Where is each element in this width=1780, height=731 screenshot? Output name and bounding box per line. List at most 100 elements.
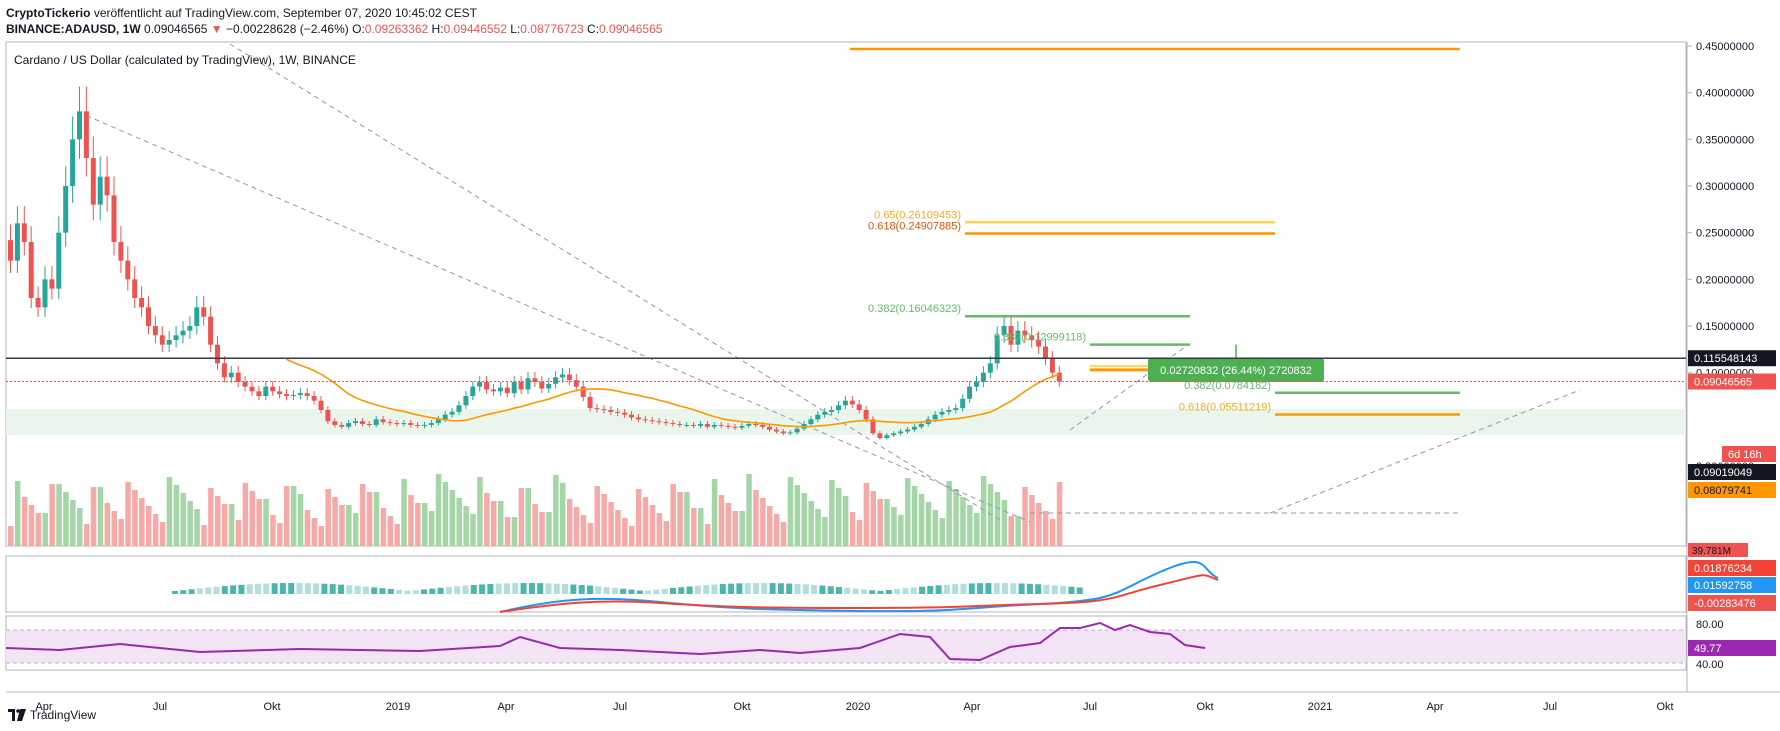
candle[interactable] — [808, 419, 814, 424]
candle[interactable] — [242, 382, 248, 387]
candle[interactable] — [97, 176, 103, 205]
candle[interactable] — [90, 158, 96, 205]
candle[interactable] — [546, 383, 552, 389]
candle[interactable] — [463, 396, 469, 406]
candle[interactable] — [918, 424, 924, 427]
candle[interactable] — [780, 431, 786, 434]
candle[interactable] — [836, 405, 841, 410]
candle[interactable] — [435, 419, 441, 424]
candle[interactable] — [194, 307, 200, 326]
candle[interactable] — [380, 419, 386, 423]
candle[interactable] — [346, 423, 352, 427]
candle[interactable] — [842, 400, 848, 406]
candle[interactable] — [332, 421, 338, 425]
candle[interactable] — [394, 423, 400, 425]
candle[interactable] — [297, 393, 303, 396]
candle[interactable] — [849, 400, 855, 405]
candle[interactable] — [670, 423, 676, 425]
candle[interactable] — [1036, 340, 1042, 347]
candle[interactable] — [1001, 326, 1007, 336]
price-pane[interactable] — [5, 41, 1687, 547]
candle[interactable] — [884, 435, 890, 438]
candle[interactable] — [649, 420, 655, 422]
candle[interactable] — [235, 372, 241, 382]
candle[interactable] — [877, 433, 883, 438]
candle[interactable] — [518, 382, 524, 390]
candle[interactable] — [477, 382, 483, 387]
candle[interactable] — [1015, 330, 1021, 345]
tradingview-logo[interactable]: TradingView — [8, 708, 96, 722]
candle[interactable] — [14, 223, 20, 261]
candle[interactable] — [711, 424, 717, 427]
candle[interactable] — [415, 424, 421, 426]
candle[interactable] — [566, 374, 572, 381]
candle[interactable] — [794, 428, 800, 433]
candle[interactable] — [373, 419, 379, 425]
candle[interactable] — [746, 424, 752, 426]
candle[interactable] — [587, 396, 593, 409]
candle[interactable] — [111, 195, 117, 242]
candle[interactable] — [663, 422, 669, 424]
candle[interactable] — [132, 279, 138, 298]
candle[interactable] — [856, 404, 862, 410]
candle[interactable] — [146, 307, 151, 326]
candle[interactable] — [787, 432, 793, 434]
candle[interactable] — [1049, 358, 1055, 373]
candle[interactable] — [470, 386, 476, 396]
candle[interactable] — [677, 424, 683, 425]
candle[interactable] — [339, 424, 345, 427]
candle[interactable] — [946, 410, 952, 412]
trend-line[interactable] — [77, 111, 1031, 523]
candle[interactable] — [608, 410, 614, 412]
candle[interactable] — [939, 411, 945, 415]
candle[interactable] — [387, 422, 393, 424]
candle[interactable] — [366, 424, 372, 425]
candle[interactable] — [1008, 326, 1014, 345]
candle[interactable] — [49, 279, 55, 289]
candle[interactable] — [228, 372, 234, 378]
macd-pane[interactable] — [5, 555, 1687, 613]
candle[interactable] — [442, 414, 448, 420]
candle[interactable] — [497, 387, 503, 392]
candle[interactable] — [987, 363, 993, 373]
candle[interactable] — [180, 330, 186, 336]
candle[interactable] — [221, 363, 227, 378]
candle[interactable] — [898, 431, 904, 434]
candle[interactable] — [615, 411, 621, 413]
candle[interactable] — [249, 386, 255, 392]
candle[interactable] — [325, 410, 331, 422]
candle[interactable] — [270, 386, 276, 392]
candle[interactable] — [408, 423, 414, 425]
candle[interactable] — [21, 223, 27, 242]
candle[interactable] — [691, 424, 697, 426]
candle[interactable] — [491, 389, 496, 392]
candle[interactable] — [125, 260, 131, 280]
candle[interactable] — [539, 382, 545, 389]
candle[interactable] — [484, 382, 490, 390]
candle[interactable] — [28, 242, 34, 298]
candle[interactable] — [863, 410, 869, 420]
candle[interactable] — [449, 411, 455, 415]
candle[interactable] — [284, 394, 289, 396]
candle[interactable] — [1043, 346, 1048, 359]
candle[interactable] — [166, 340, 172, 345]
candle[interactable] — [553, 377, 559, 384]
candle[interactable] — [870, 419, 876, 434]
candle[interactable] — [698, 424, 703, 426]
candle[interactable] — [208, 316, 214, 345]
candle[interactable] — [504, 387, 510, 394]
candle[interactable] — [456, 405, 462, 412]
candle[interactable] — [953, 408, 959, 410]
candle[interactable] — [773, 429, 779, 432]
candle[interactable] — [173, 335, 179, 340]
candle[interactable] — [905, 429, 910, 432]
candle[interactable] — [767, 426, 772, 430]
candle[interactable] — [1022, 330, 1028, 336]
trend-line[interactable] — [229, 43, 1001, 521]
candle[interactable] — [635, 417, 641, 420]
candle[interactable] — [70, 139, 76, 186]
candle[interactable] — [601, 409, 607, 411]
candle[interactable] — [290, 395, 296, 397]
candle[interactable] — [318, 400, 324, 410]
